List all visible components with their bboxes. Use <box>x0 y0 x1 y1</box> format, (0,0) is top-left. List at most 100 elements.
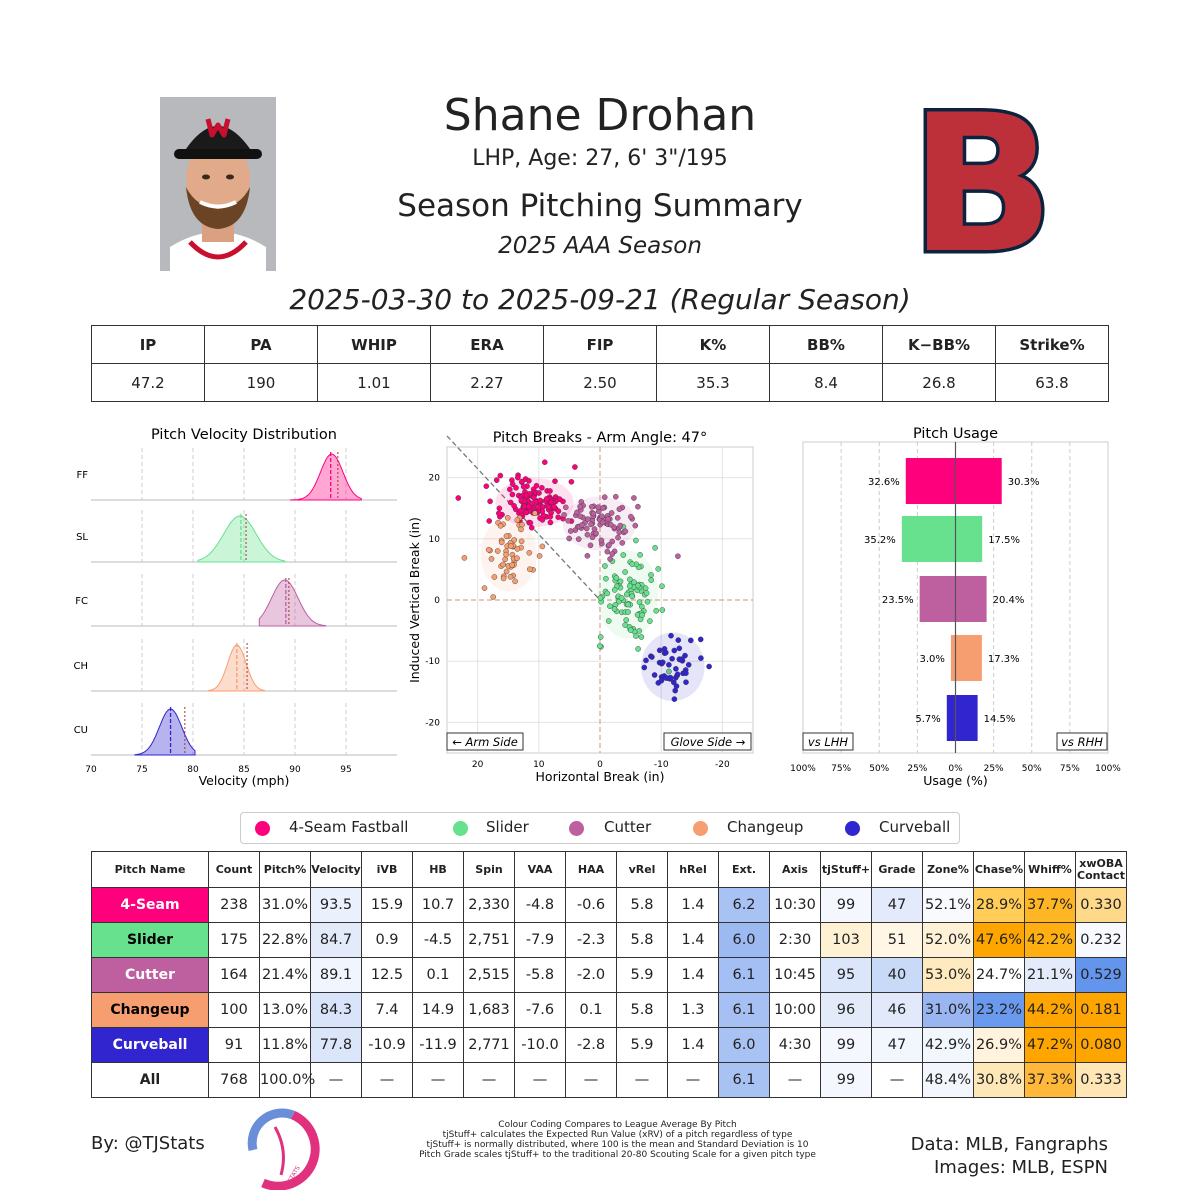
legend-label-SL: Slider <box>486 818 529 836</box>
break-point-FF <box>547 513 554 520</box>
break-point-FC <box>575 536 582 542</box>
glove-side-label: Glove Side → <box>671 735 746 749</box>
break-point-CH <box>539 543 546 550</box>
data-credit: Data: MLB, Fangraphs <box>910 1134 1108 1155</box>
usage-x-tick: 50% <box>869 764 889 774</box>
break-point-CU <box>659 659 666 666</box>
pitch-metric-cell: 84.3 <box>310 992 362 1028</box>
break-point-FF <box>533 482 540 489</box>
break-point-FF <box>528 524 535 531</box>
break-point-CH <box>532 510 538 516</box>
break-point-CH <box>498 539 505 546</box>
player-photo <box>160 97 276 271</box>
break-point-FC <box>584 552 591 559</box>
break-point-FF <box>536 490 542 496</box>
pitch-metric-cell: -0.6 <box>565 887 617 923</box>
break-y-tick: 0 <box>434 596 440 606</box>
pitch-metric-cell: 30.8% <box>973 1062 1025 1098</box>
break-point-SL <box>604 590 611 597</box>
break-point-CH <box>491 574 498 580</box>
stat-value-8: 63.8 <box>995 363 1109 402</box>
svg-text:B: B <box>920 100 1045 270</box>
break-point-FC <box>589 534 596 541</box>
pitch-metric-cell: 6.0 <box>718 922 770 958</box>
break-point-FF <box>520 483 527 490</box>
pitch-metric-cell: 52.1% <box>922 887 974 923</box>
pitch-metric-cell: — <box>769 1062 821 1098</box>
pitch-metric-cell: — <box>361 1062 413 1098</box>
pitch-metric-cell: 99 <box>820 1062 872 1098</box>
pitch-metric-cell: — <box>463 1062 515 1098</box>
break-point-SL <box>625 609 631 615</box>
break-point-FC <box>561 512 567 518</box>
legend-marker-FF <box>255 821 270 836</box>
pitch-metric-cell: 31.0% <box>922 992 974 1028</box>
pitch-metric-cell: 15.9 <box>361 887 413 923</box>
pitch-col-header: HB <box>412 851 464 888</box>
break-point-CH <box>514 546 521 552</box>
usage-bar-FF <box>905 458 1002 504</box>
pitch-legend: 4-Seam Fastball Slider Cutter Changeup Curve… <box>240 812 960 844</box>
break-point-FF <box>518 507 524 514</box>
break-point-CU <box>666 661 672 668</box>
pitch-metric-cell: 2,330 <box>463 887 515 923</box>
pitch-col-header: VAA <box>514 851 566 888</box>
break-point-FC <box>607 521 614 528</box>
break-point-SL <box>637 551 643 558</box>
pitch-metric-cell: 42.9% <box>922 1027 974 1063</box>
pitch-metric-cell: 2:30 <box>769 922 821 958</box>
pitch-metric-cell: 91 <box>208 1027 260 1063</box>
pitch-col-header: Ext. <box>718 851 770 888</box>
pitch-metric-cell: — <box>616 1062 668 1098</box>
pitch-metric-cell: 7.4 <box>361 992 413 1028</box>
pitch-metric-cell: -7.6 <box>514 992 566 1028</box>
pitch-metric-cell: 99 <box>820 887 872 923</box>
usage-label-rhh: 20.4% <box>993 595 1025 606</box>
break-point-SL <box>596 643 603 649</box>
break-point-SL <box>642 585 649 591</box>
break-point-CU <box>668 632 674 639</box>
table-row: Changeup 100 13.0% 84.3 7.4 14.9 1,683 -7.6 0.1 5… <box>91 992 1127 1028</box>
velo-density-CU <box>134 708 196 756</box>
break-point-CH <box>508 543 514 549</box>
break-point-CU <box>679 656 685 662</box>
legend-marker-SL <box>453 821 468 836</box>
table-row: 4-Seam 238 31.0% 93.5 15.9 10.7 2,330 -4.8 -0.6 5… <box>91 887 1127 923</box>
usage-x-tick: 75% <box>831 764 851 774</box>
break-point-CH <box>514 555 520 561</box>
pitch-metric-cell: -7.9 <box>514 922 566 958</box>
break-point-SL <box>617 578 624 585</box>
pitch-metric-cell: -10.9 <box>361 1027 413 1063</box>
velo-density-FC <box>258 579 327 627</box>
break-point-CH <box>503 551 509 558</box>
pitch-metric-cell: 47 <box>871 887 923 923</box>
break-point-SL <box>647 618 653 624</box>
break-point-SL <box>605 618 612 624</box>
break-point-CU <box>671 647 678 654</box>
break-point-FC <box>612 493 619 500</box>
break-point-CH <box>536 553 543 559</box>
break-point-CU <box>687 637 694 644</box>
break-point-CU <box>641 664 648 671</box>
break-point-CU <box>706 663 712 670</box>
stat-header-0: IP <box>91 325 205 364</box>
break-point-FF <box>529 500 536 506</box>
pitch-metric-cell: 0.181 <box>1075 992 1127 1028</box>
break-point-SL <box>623 617 629 623</box>
velo-row-label: FF <box>76 470 88 481</box>
break-point-FF <box>515 474 521 481</box>
footer-notes: Colour Coding Compares to League Average… <box>390 1120 845 1160</box>
break-point-FC <box>566 535 572 542</box>
break-point-SL <box>620 552 627 558</box>
break-point-SL <box>597 594 604 601</box>
break-point-SL <box>607 603 613 609</box>
break-point-SL <box>613 575 620 581</box>
pitch-metric-cell: 99 <box>820 1027 872 1063</box>
break-point-FC <box>595 504 602 510</box>
vs-rhh-label: vs RHH <box>1061 735 1103 749</box>
pitch-metric-cell: 0.333 <box>1075 1062 1127 1098</box>
break-point-FF <box>509 481 516 487</box>
break-point-CH <box>497 523 504 529</box>
pitch-col-header: Pitch% <box>259 851 311 888</box>
pitch-metric-cell: 37.3% <box>1024 1062 1076 1098</box>
